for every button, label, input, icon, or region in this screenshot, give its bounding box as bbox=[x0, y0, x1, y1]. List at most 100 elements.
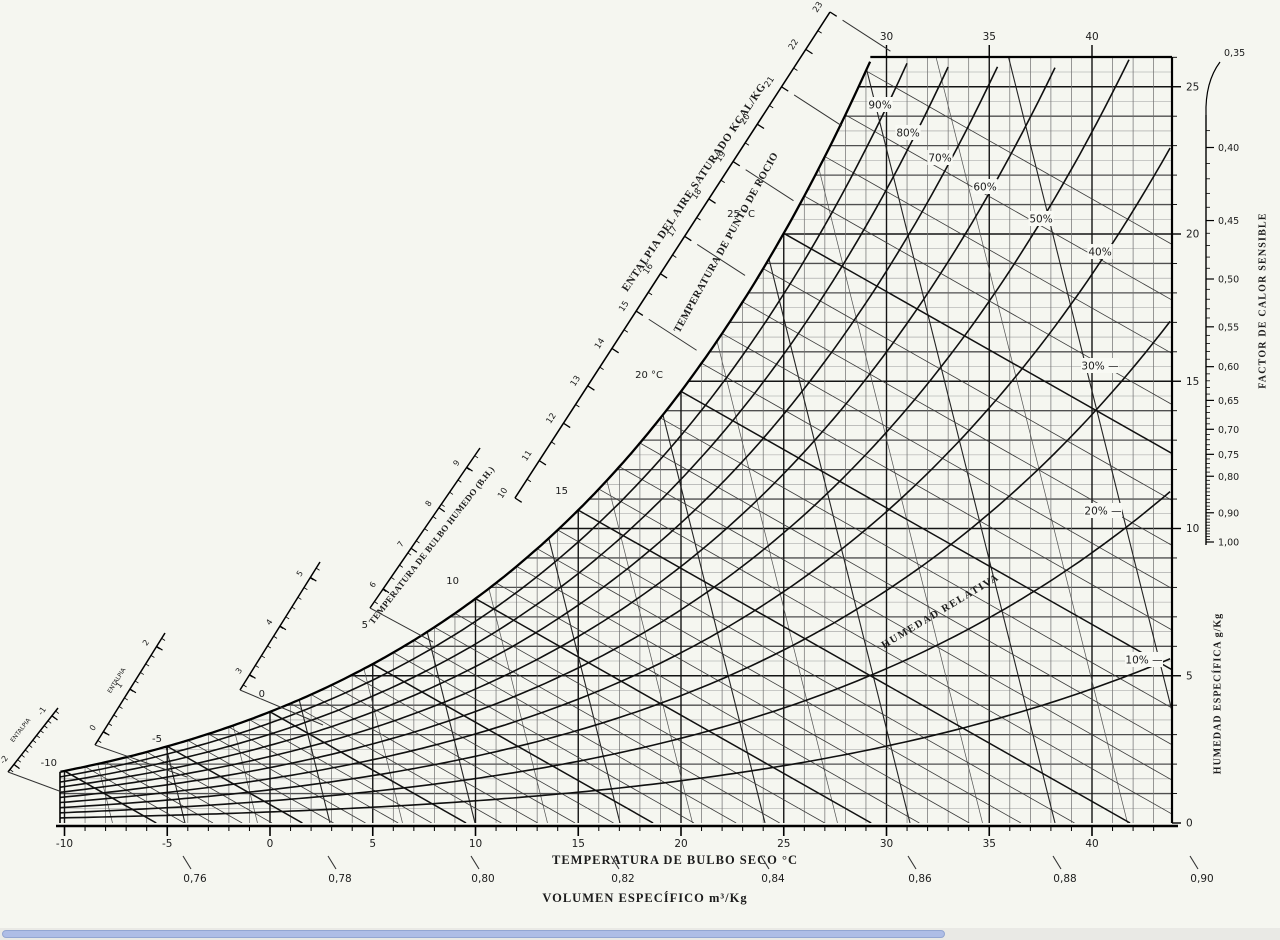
svg-text:15: 15 bbox=[1186, 376, 1199, 388]
svg-text:30: 30 bbox=[880, 838, 893, 850]
svg-text:20% —: 20% — bbox=[1084, 506, 1121, 518]
svg-text:40: 40 bbox=[1085, 31, 1098, 43]
top-axis: 30 35 40 bbox=[880, 31, 1099, 57]
svg-text:19: 19 bbox=[714, 150, 728, 165]
svg-text:15: 15 bbox=[572, 838, 585, 850]
svg-text:15: 15 bbox=[617, 299, 631, 314]
svg-text:0,70: 0,70 bbox=[1218, 425, 1239, 436]
svg-text:-10: -10 bbox=[56, 838, 73, 850]
svg-text:7: 7 bbox=[396, 540, 406, 549]
svg-text:10: 10 bbox=[1186, 523, 1199, 535]
svg-text:10: 10 bbox=[446, 576, 459, 587]
sensible-heat-factor-axis: 0,35 0,40 0,45 0,50 0,55 0,60 0,65 0,70 0,75 0,80… bbox=[1205, 48, 1245, 549]
svg-text:4: 4 bbox=[264, 618, 274, 627]
svg-text:8: 8 bbox=[423, 499, 433, 508]
specific-humidity-axis: 0 5 10 15 20 25 bbox=[1172, 56, 1199, 830]
svg-text:1: 1 bbox=[114, 681, 124, 690]
svg-text:0,35: 0,35 bbox=[1224, 48, 1245, 59]
svg-text:0,78: 0,78 bbox=[328, 873, 351, 885]
svg-text:0,90: 0,90 bbox=[1218, 508, 1239, 519]
svg-text:23: 23 bbox=[811, 0, 825, 15]
svg-text:12: 12 bbox=[545, 411, 559, 426]
svg-text:ENTALPIA: ENTALPIA bbox=[106, 666, 127, 695]
svg-text:5: 5 bbox=[1186, 670, 1193, 682]
svg-text:5: 5 bbox=[295, 569, 305, 578]
svg-text:0,55: 0,55 bbox=[1218, 322, 1239, 333]
svg-text:70%: 70% bbox=[928, 153, 951, 165]
svg-text:35: 35 bbox=[983, 31, 996, 43]
svg-text:60%: 60% bbox=[973, 182, 996, 194]
svg-text:0: 0 bbox=[1186, 818, 1193, 830]
svg-text:1,00: 1,00 bbox=[1218, 538, 1239, 549]
horizontal-scrollbar-thumb[interactable] bbox=[2, 930, 945, 938]
svg-text:25 °C: 25 °C bbox=[727, 209, 755, 220]
svg-text:50%: 50% bbox=[1029, 214, 1052, 226]
svg-text:20: 20 bbox=[1186, 229, 1199, 241]
svg-text:5: 5 bbox=[362, 620, 368, 631]
specific-volume-scale: 0,76 0,78 0,80 0,82 0,84 0,86 0,88 0,90 bbox=[182, 855, 1214, 885]
svg-text:0,65: 0,65 bbox=[1218, 396, 1239, 407]
svg-text:5: 5 bbox=[369, 838, 376, 850]
svg-text:11: 11 bbox=[520, 449, 534, 464]
enthalpy-scale: 10 11 12 13 14 15 16 17 18 19 20 21 22 23 bbox=[496, 0, 891, 503]
svg-text:22: 22 bbox=[787, 38, 801, 53]
svg-text:0,75: 0,75 bbox=[1218, 450, 1239, 461]
svg-text:30% —: 30% — bbox=[1081, 361, 1118, 373]
svg-text:0,45: 0,45 bbox=[1218, 216, 1239, 227]
specific-volume-axis-title: VOLUMEN ESPECÍFICO m³/Kg bbox=[542, 891, 748, 905]
svg-text:25: 25 bbox=[1186, 81, 1199, 93]
svg-text:15: 15 bbox=[555, 486, 568, 497]
svg-text:40%: 40% bbox=[1088, 247, 1111, 259]
svg-text:25: 25 bbox=[777, 838, 790, 850]
horizontal-scrollbar-track[interactable] bbox=[0, 928, 1280, 940]
svg-text:14: 14 bbox=[593, 337, 607, 352]
svg-text:20 °C: 20 °C bbox=[635, 370, 663, 381]
svg-text:30: 30 bbox=[880, 31, 893, 43]
svg-text:-5: -5 bbox=[162, 838, 172, 850]
svg-text:10: 10 bbox=[469, 838, 482, 850]
svg-text:21: 21 bbox=[763, 75, 777, 90]
svg-text:0,90: 0,90 bbox=[1190, 873, 1213, 885]
svg-text:0,84: 0,84 bbox=[761, 873, 785, 885]
svg-text:6: 6 bbox=[368, 580, 378, 589]
relative-humidity-labels: 90% 80% 70% 60% 50% 40% 30% — 20% — 10% — bbox=[867, 97, 1163, 667]
saturation-curve bbox=[60, 61, 872, 773]
svg-text:0,82: 0,82 bbox=[611, 873, 634, 885]
svg-text:17: 17 bbox=[666, 224, 680, 239]
svg-text:0,76: 0,76 bbox=[183, 873, 207, 885]
svg-text:-2: -2 bbox=[0, 754, 10, 766]
svg-text:-10: -10 bbox=[41, 758, 57, 769]
svg-text:90%: 90% bbox=[868, 100, 891, 112]
sensible-heat-factor-axis-title: FACTOR DE CALOR SENSIBLE bbox=[1257, 212, 1269, 389]
svg-text:20: 20 bbox=[738, 112, 752, 127]
svg-text:0,60: 0,60 bbox=[1218, 362, 1239, 373]
svg-text:9: 9 bbox=[451, 458, 461, 467]
svg-text:0,40: 0,40 bbox=[1218, 143, 1239, 154]
svg-text:20: 20 bbox=[674, 838, 687, 850]
svg-text:0: 0 bbox=[267, 838, 274, 850]
svg-text:0,80: 0,80 bbox=[471, 873, 494, 885]
svg-text:35: 35 bbox=[983, 838, 996, 850]
specific-humidity-axis-title: HUMEDAD ESPECÍFICA g/Kg bbox=[1212, 612, 1224, 775]
grid-region bbox=[60, 57, 1172, 823]
svg-text:0: 0 bbox=[259, 689, 265, 700]
dry-bulb-axis-title: TEMPERATURA DE BULBO SECO °C bbox=[552, 853, 798, 867]
svg-text:0: 0 bbox=[88, 723, 98, 732]
svg-text:2: 2 bbox=[141, 638, 151, 647]
svg-text:40: 40 bbox=[1085, 838, 1098, 850]
svg-text:16: 16 bbox=[641, 262, 655, 277]
svg-text:-1: -1 bbox=[36, 705, 48, 717]
svg-text:0,80: 0,80 bbox=[1218, 472, 1239, 483]
svg-text:13: 13 bbox=[569, 374, 583, 389]
svg-text:18: 18 bbox=[690, 187, 704, 202]
svg-text:0,88: 0,88 bbox=[1053, 873, 1076, 885]
svg-text:-5: -5 bbox=[152, 734, 162, 745]
relative-humidity-curves bbox=[60, 59, 1171, 819]
wet-bulb-lines bbox=[64, 70, 1172, 823]
svg-text:0,86: 0,86 bbox=[908, 873, 932, 885]
svg-text:3: 3 bbox=[234, 666, 244, 675]
